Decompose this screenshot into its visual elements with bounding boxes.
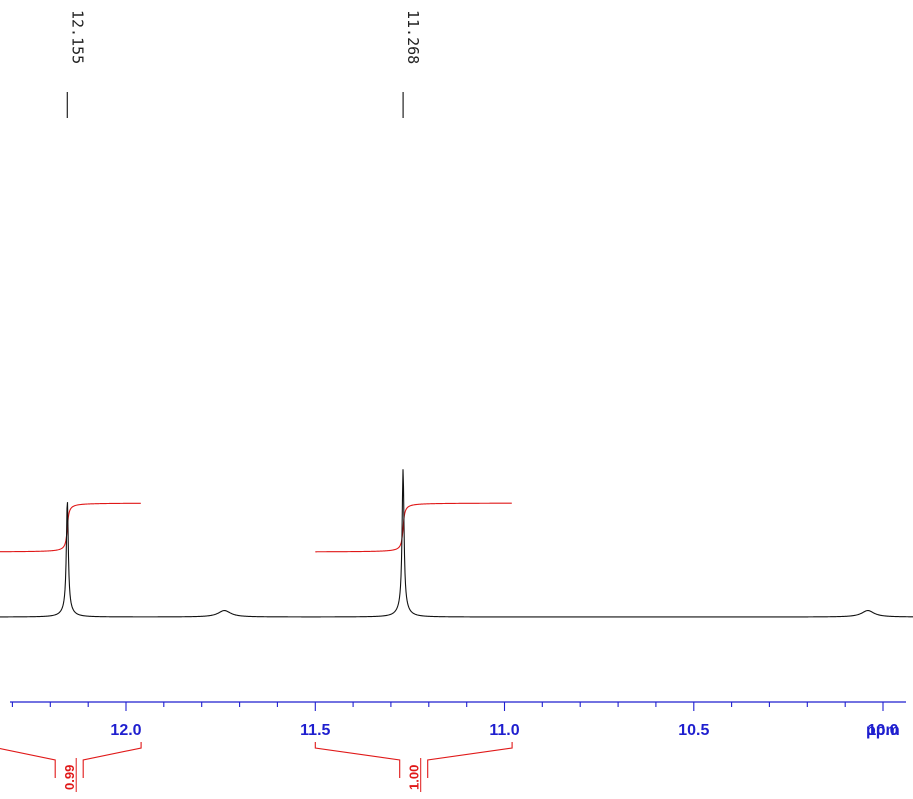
integral-brackets: 0.991.000.991.00 <box>0 742 513 792</box>
integral-value-label: 0.99 <box>62 765 77 790</box>
integral-curves <box>0 502 512 553</box>
x-axis-tick-label: 10.0 <box>867 722 898 739</box>
spectrum-trace <box>0 469 913 618</box>
x-axis-tick-label: 11.5 <box>300 722 330 739</box>
integral-bracket <box>314 742 513 778</box>
integral-value-label: 1.00 <box>407 765 422 790</box>
integral-bracket <box>0 742 142 778</box>
x-axis: 12.011.511.010.510.09.59.08.5 ppm <box>10 701 906 739</box>
x-axis-tick-label: 10.5 <box>678 722 709 739</box>
integral-curve <box>315 502 512 553</box>
x-axis-unit-label: ppm <box>866 722 900 739</box>
peak-label-text: 12.155 <box>68 10 86 64</box>
x-axis-ticks <box>11 702 884 711</box>
integral-curve <box>0 502 141 553</box>
x-axis-tick-label: 11.0 <box>489 722 519 739</box>
x-axis-tick-label: 12.0 <box>110 722 141 739</box>
peak-label-text: 11.268 <box>404 10 422 64</box>
x-axis-tick-labels: 12.011.511.010.510.09.59.08.5 <box>110 722 898 739</box>
